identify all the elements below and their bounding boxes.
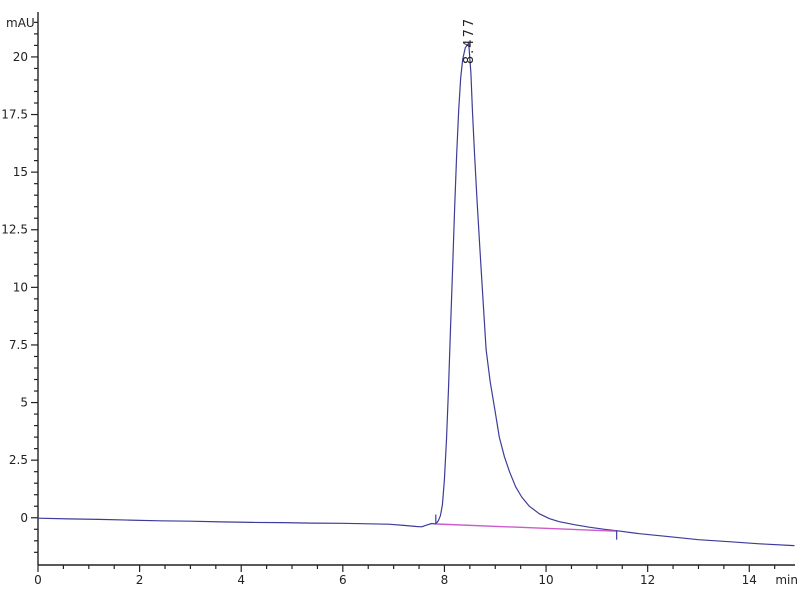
x-axis-unit-label: min	[775, 573, 798, 587]
peak-retention-time-label: 8.477	[462, 17, 477, 64]
y-tick-label: 5	[20, 396, 28, 410]
x-tick-label: 2	[136, 573, 144, 587]
y-tick-label: 7.5	[9, 338, 28, 352]
x-tick-label: 0	[34, 573, 42, 587]
y-tick-label: 15	[13, 165, 28, 179]
y-tick-label: 12.5	[1, 223, 28, 237]
y-tick-label: 2.5	[9, 453, 28, 467]
x-tick-label: 4	[237, 573, 245, 587]
detector-signal-trace	[37, 42, 795, 547]
y-tick-label: 0	[20, 511, 28, 525]
x-tick-label: 10	[538, 573, 553, 587]
y-tick-label: 17.5	[1, 108, 28, 122]
x-tick-label: 8	[441, 573, 449, 587]
x-tick-label: 14	[742, 573, 757, 587]
x-tick-label: 6	[339, 573, 347, 587]
y-tick-label: 10	[13, 280, 28, 294]
integration-baseline-trace	[436, 523, 618, 532]
x-tick-label: 12	[640, 573, 655, 587]
y-tick-label: 20	[13, 50, 28, 64]
y-axis-unit-label: mAU	[6, 16, 35, 30]
